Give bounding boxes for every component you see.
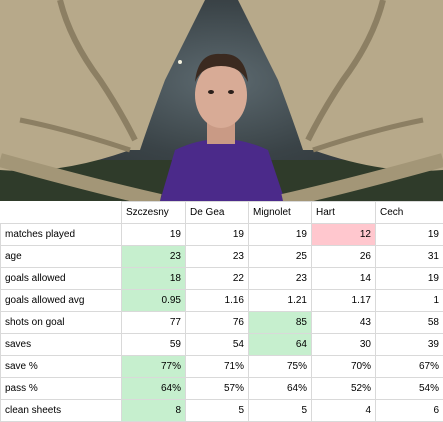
- corner-cell: [1, 202, 122, 224]
- stat-cell: 58: [376, 312, 443, 334]
- stat-cell: 14: [312, 268, 376, 290]
- goalkeeper-photo: [0, 0, 443, 201]
- photo-illustration: [0, 0, 443, 201]
- stat-cell: 1.21: [249, 290, 312, 312]
- stat-cell: 71%: [186, 356, 249, 378]
- stat-cell: 26: [312, 246, 376, 268]
- stat-cell: 54: [186, 334, 249, 356]
- row-label: pass %: [1, 378, 122, 400]
- row-label: goals allowed: [1, 268, 122, 290]
- row-label: age: [1, 246, 122, 268]
- stat-cell: 23: [186, 246, 249, 268]
- table-row: pass %64%57%64%52%54%: [1, 378, 443, 400]
- stat-cell: 19: [122, 224, 186, 246]
- row-label: matches played: [1, 224, 122, 246]
- stat-cell: 8: [122, 400, 186, 422]
- stat-cell: 30: [312, 334, 376, 356]
- stat-cell: 31: [376, 246, 443, 268]
- stat-cell: 77: [122, 312, 186, 334]
- row-label: saves: [1, 334, 122, 356]
- stat-cell: 5: [249, 400, 312, 422]
- stat-cell: 4: [312, 400, 376, 422]
- row-label: shots on goal: [1, 312, 122, 334]
- stat-cell: 64: [249, 334, 312, 356]
- stat-cell: 64%: [122, 378, 186, 400]
- goalkeeper-stats-table: Szczesny De Gea Mignolet Hart Cech match…: [0, 201, 443, 422]
- stat-cell: 43: [312, 312, 376, 334]
- stat-cell: 1: [376, 290, 443, 312]
- player-shirt: [160, 139, 285, 201]
- stat-cell: 6: [376, 400, 443, 422]
- row-label: goals allowed avg: [1, 290, 122, 312]
- stat-cell: 85: [249, 312, 312, 334]
- row-label: clean sheets: [1, 400, 122, 422]
- stat-cell: 19: [376, 224, 443, 246]
- stat-cell: 22: [186, 268, 249, 290]
- stat-cell: 23: [122, 246, 186, 268]
- column-header: Szczesny: [122, 202, 186, 224]
- stat-cell: 23: [249, 268, 312, 290]
- stat-cell: 5: [186, 400, 249, 422]
- stat-cell: 1.17: [312, 290, 376, 312]
- stat-cell: 1.16: [186, 290, 249, 312]
- stat-cell: 12: [312, 224, 376, 246]
- column-header: De Gea: [186, 202, 249, 224]
- table-row: save %77%71%75%70%67%: [1, 356, 443, 378]
- stat-cell: 67%: [376, 356, 443, 378]
- stat-cell: 18: [122, 268, 186, 290]
- stat-cell: 0.95: [122, 290, 186, 312]
- column-header: Hart: [312, 202, 376, 224]
- stat-cell: 75%: [249, 356, 312, 378]
- stat-cell: 52%: [312, 378, 376, 400]
- stat-cell: 25: [249, 246, 312, 268]
- stat-cell: 19: [186, 224, 249, 246]
- stat-cell: 39: [376, 334, 443, 356]
- row-label: save %: [1, 356, 122, 378]
- player-face: [195, 62, 247, 128]
- stat-cell: 59: [122, 334, 186, 356]
- stat-cell: 76: [186, 312, 249, 334]
- column-header: Mignolet: [249, 202, 312, 224]
- stat-cell: 77%: [122, 356, 186, 378]
- stat-cell: 19: [249, 224, 312, 246]
- stat-cell: 64%: [249, 378, 312, 400]
- stat-cell: 19: [376, 268, 443, 290]
- stat-cell: 57%: [186, 378, 249, 400]
- column-header: Cech: [376, 202, 443, 224]
- stat-cell: 70%: [312, 356, 376, 378]
- header-row: Szczesny De Gea Mignolet Hart Cech: [1, 202, 443, 224]
- stat-cell: 54%: [376, 378, 443, 400]
